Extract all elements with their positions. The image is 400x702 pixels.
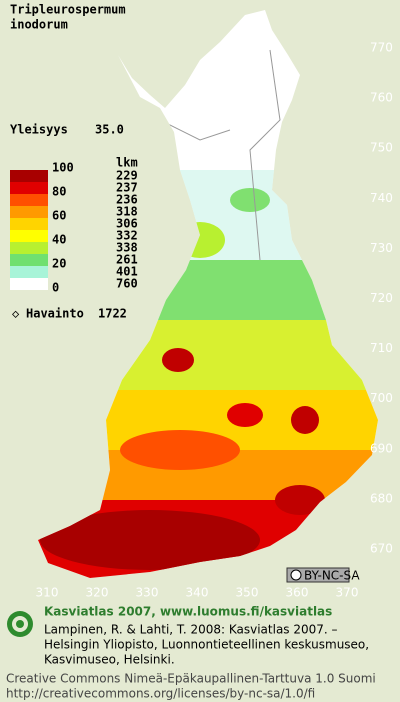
north-label: 680 [370, 491, 393, 505]
legend-count: 318 [116, 205, 138, 219]
legend-swatch [10, 278, 48, 290]
legend-count: 306 [116, 217, 138, 231]
legend-swatch [10, 230, 48, 242]
license-line: http://creativecommons.org/licenses/by-n… [6, 687, 315, 701]
east-label: 340 [186, 586, 209, 600]
legend-swatch [10, 218, 48, 230]
finland-map [38, 10, 378, 578]
footer-headline: Kasviatlas 2007, www.luomus.fi/kasviatla… [44, 605, 332, 619]
legend-count: 401 [116, 265, 138, 279]
legend-count: 338 [116, 241, 138, 255]
observation-label: Havainto [26, 307, 84, 321]
north-grid-labels: 770 760 750 740 730 720 710 700 690 680 670 [370, 41, 393, 556]
legend-count: 236 [116, 193, 138, 207]
species-title: inodorum [10, 18, 68, 32]
north-label: 740 [370, 191, 393, 205]
legend-swatch [10, 170, 48, 182]
legend-scale-label: 100 [52, 161, 74, 175]
legend-count: 237 [116, 181, 138, 195]
observation-marker: ◇ [12, 307, 20, 321]
cc-badge [286, 567, 350, 583]
legend-count: 229 [116, 169, 138, 183]
frequency-label: Yleisyys [10, 123, 68, 137]
east-label: 310 [36, 586, 59, 600]
frequency-value: 35.0 [95, 123, 124, 137]
north-label: 760 [370, 91, 393, 105]
east-label: 360 [286, 586, 309, 600]
legend-swatch [10, 254, 48, 266]
species-title: Tripleurospermum [10, 3, 126, 17]
citation-line: Kasvimuseo, Helsinki. [44, 653, 175, 667]
north-label: 750 [370, 141, 393, 155]
logo [7, 611, 33, 637]
north-label: 670 [370, 542, 393, 556]
count-header: lkm [116, 156, 138, 170]
east-grid-labels: 310 320 330 340 350 360 370 [36, 586, 359, 600]
cc-badge-text: BY-NC-SA [304, 569, 360, 583]
north-label: 720 [370, 291, 393, 305]
license-line: Creative Commons Nimeä-Epäkaupallinen-Ta… [6, 672, 376, 686]
legend-scale-label: 20 [52, 257, 66, 271]
legend-scale-label: 60 [52, 209, 66, 223]
legend-swatch [10, 194, 48, 206]
north-label: 690 [370, 441, 393, 455]
citation-line: Helsingin Yliopisto, Luonnontieteellinen… [44, 638, 369, 652]
legend-swatch [10, 182, 48, 194]
cc-icon [290, 569, 302, 581]
east-label: 350 [236, 586, 259, 600]
north-label: 770 [370, 41, 393, 55]
legend-count: 332 [116, 229, 138, 243]
legend-count: 760 [116, 277, 138, 291]
observation-count: 1722 [98, 307, 127, 321]
legend-swatch [10, 206, 48, 218]
east-label: 320 [86, 586, 109, 600]
legend-swatch [10, 266, 48, 278]
legend-swatch [10, 242, 48, 254]
legend-count: 261 [116, 253, 138, 267]
north-label: 710 [370, 341, 393, 355]
east-label: 370 [336, 586, 359, 600]
north-label: 700 [370, 391, 393, 405]
north-label: 730 [370, 241, 393, 255]
east-label: 330 [136, 586, 159, 600]
citation-line: Lampinen, R. & Lahti, T. 2008: Kasviatla… [44, 623, 338, 637]
legend-scale-label: 40 [52, 233, 66, 247]
legend-scale-label: 80 [52, 185, 66, 199]
legend-scale-label: 0 [52, 281, 59, 295]
